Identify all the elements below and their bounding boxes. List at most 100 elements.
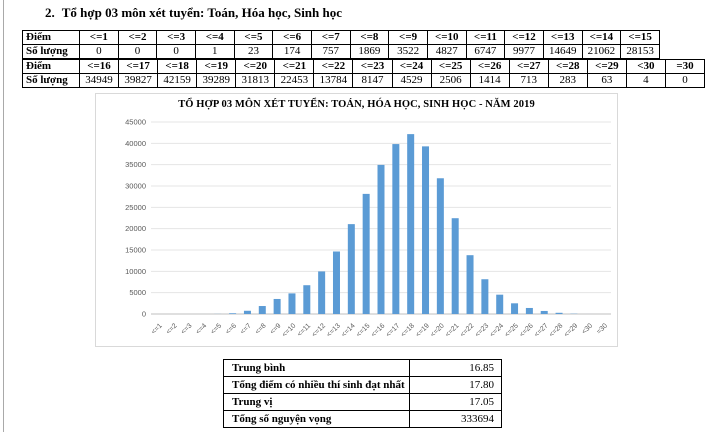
x-axis-tick-label: <=13 bbox=[326, 322, 342, 338]
summary-value: 17.05 bbox=[409, 393, 502, 411]
summary-row: Tổng điểm có nhiều thí sinh đạt nhất 17.8… bbox=[223, 376, 502, 394]
score-value-cell: 1869 bbox=[349, 44, 390, 59]
score-row-header: Điểm bbox=[22, 30, 80, 45]
y-axis-tick-label: 10000 bbox=[125, 267, 146, 276]
score-value-cell: 21062 bbox=[581, 44, 622, 59]
bar bbox=[347, 224, 355, 314]
score-column-header: <=21 bbox=[274, 59, 315, 74]
y-axis-tick-label: 20000 bbox=[125, 224, 146, 233]
score-value-cell: 13784 bbox=[313, 73, 354, 88]
bar bbox=[318, 271, 326, 314]
summary-label: Tổng điểm có nhiều thí sinh đạt nhất bbox=[223, 376, 410, 394]
score-value-cell: 4529 bbox=[391, 73, 432, 88]
score-value-cell: 28153 bbox=[620, 44, 660, 59]
bar bbox=[540, 310, 548, 314]
x-axis-tick-label: <=1 bbox=[150, 322, 164, 336]
score-column-header: <=23 bbox=[352, 59, 393, 74]
bar bbox=[451, 218, 459, 314]
y-axis-tick-label: 30000 bbox=[125, 182, 146, 191]
score-value-cell: 6747 bbox=[465, 44, 506, 59]
y-axis-tick-label: 15000 bbox=[125, 246, 146, 255]
y-axis-tick-label: 35000 bbox=[125, 160, 146, 169]
score-value-cell: 34949 bbox=[78, 73, 120, 88]
x-axis-tick-label: <=15 bbox=[355, 322, 371, 338]
score-column-header: <=15 bbox=[620, 30, 660, 45]
score-value-cell: 63 bbox=[586, 73, 627, 88]
x-axis-tick-label: <=3 bbox=[180, 322, 194, 336]
page-edge-line bbox=[3, 0, 4, 432]
score-value-cell: 283 bbox=[547, 73, 588, 88]
x-axis-tick-label: <=10 bbox=[281, 322, 297, 338]
bar bbox=[392, 144, 400, 314]
score-value-cell: 31813 bbox=[235, 73, 276, 88]
score-value-cell: 0 bbox=[156, 44, 196, 59]
score-column-header: <=26 bbox=[469, 59, 510, 74]
x-axis-tick-label: <=18 bbox=[400, 322, 416, 338]
summary-row: Trung bình 16.85 bbox=[223, 359, 502, 377]
x-axis-tick-label: <=12 bbox=[311, 322, 327, 338]
summary-value: 16.85 bbox=[409, 359, 502, 377]
y-axis-tick-label: 40000 bbox=[125, 139, 146, 148]
x-axis-tick-label: <=29 bbox=[563, 322, 579, 338]
score-column-header: <=29 bbox=[586, 59, 627, 74]
score-value-cell: 39827 bbox=[118, 73, 159, 88]
summary-value: 17.80 bbox=[409, 376, 502, 394]
x-axis-tick-label: <=2 bbox=[165, 322, 179, 336]
y-axis-tick-label: 45000 bbox=[125, 118, 146, 127]
chart-plot-area: 0 5000 10000 15000 20000 25000 30000 35000 40000… bbox=[125, 118, 611, 339]
score-column-header: <=9 bbox=[388, 30, 428, 45]
x-axis-tick-label: <=26 bbox=[519, 322, 535, 338]
score-column-header: <=12 bbox=[504, 30, 544, 45]
score-value-cell: 4 bbox=[625, 73, 666, 88]
score-value-cell: 0 bbox=[664, 73, 706, 88]
score-column-header: <=22 bbox=[313, 59, 354, 74]
bar bbox=[229, 313, 237, 314]
x-axis-tick-label: <=24 bbox=[489, 322, 505, 338]
score-value-cell: 0 bbox=[79, 44, 119, 59]
score-column-header: <=7 bbox=[310, 30, 351, 45]
score-header-row: Điểm <=16 <=17 <=18 <=19 <=20 <=21 <=22 <=23 <=24… bbox=[22, 59, 706, 74]
y-axis-tick-label: 0 bbox=[142, 310, 146, 319]
score-value-cell: 174 bbox=[272, 44, 312, 59]
score-value-cell: 8147 bbox=[352, 73, 393, 88]
score-column-header: <=27 bbox=[508, 59, 549, 74]
score-column-header: <=18 bbox=[157, 59, 198, 74]
score-column-header: <=4 bbox=[194, 30, 235, 45]
x-axis-tick-label: <=27 bbox=[533, 322, 549, 338]
score-column-header: <=6 bbox=[272, 30, 312, 45]
bar bbox=[525, 307, 533, 314]
y-axis-tick-label: 25000 bbox=[125, 203, 146, 212]
score-value-row: Số lượng 0 0 0 1 23 174 757 1869 3522 4827 6747 9977… bbox=[22, 44, 660, 59]
bar bbox=[332, 251, 340, 314]
chart: TỔ HỢP 03 MÔN XÉT TUYỂN: TOÁN, HÓA HỌC, … bbox=[95, 93, 618, 347]
x-axis-tick-label: <=21 bbox=[444, 322, 460, 338]
bar bbox=[481, 279, 489, 314]
score-value-cell: 42159 bbox=[157, 73, 198, 88]
score-value-cell: 0 bbox=[117, 44, 158, 59]
summary-label: Tổng số nguyện vọng bbox=[223, 410, 410, 428]
score-column-header: <=2 bbox=[117, 30, 158, 45]
score-column-header: <=3 bbox=[156, 30, 196, 45]
score-value-cell: 1 bbox=[194, 44, 235, 59]
bar bbox=[362, 193, 370, 314]
score-column-header: <=1 bbox=[79, 30, 119, 45]
score-value-cell: 3522 bbox=[388, 44, 428, 59]
x-axis-tick-label: =30 bbox=[596, 322, 609, 335]
score-row-header: Số lượng bbox=[22, 73, 80, 88]
score-value-cell: 23 bbox=[233, 44, 274, 59]
score-column-header: <30 bbox=[625, 59, 666, 74]
score-value-cell: 4827 bbox=[426, 44, 467, 59]
score-row-header: Điểm bbox=[22, 59, 80, 74]
x-axis-tick-label: <=17 bbox=[385, 322, 401, 338]
score-value-cell: 39289 bbox=[196, 73, 237, 88]
x-axis-tick-label: <=20 bbox=[430, 322, 446, 338]
score-table-1: Điểm <=1 <=2 <=3 <=4 <=5 <=6 <=7 <=8 <=9 <=10 <=11 <… bbox=[22, 30, 660, 59]
summary-label: Trung vị bbox=[223, 393, 410, 411]
score-value-cell: 757 bbox=[310, 44, 351, 59]
summary-row: Trung vị 17.05 bbox=[223, 393, 502, 411]
score-value-cell: 2506 bbox=[430, 73, 471, 88]
bar bbox=[258, 306, 266, 314]
x-axis-tick-label: <=6 bbox=[225, 322, 239, 336]
x-axis-tick-label: <=25 bbox=[504, 322, 520, 338]
score-value-row: Số lượng 34949 39827 42159 39289 31813 22453 13… bbox=[22, 73, 706, 88]
